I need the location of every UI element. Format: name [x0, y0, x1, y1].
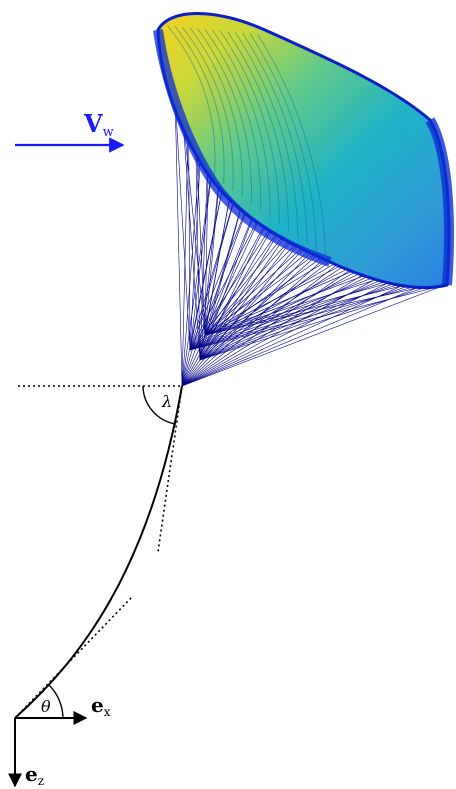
bridle-line: [204, 262, 371, 336]
theta-angle-arc: [47, 683, 64, 719]
bridle-line: [181, 270, 392, 387]
bridle-line: [204, 250, 344, 336]
kite-rib: [242, 32, 308, 245]
bridle-line: [199, 283, 439, 361]
ground-tangent-dotted: [14, 596, 133, 719]
bridle-line: [199, 234, 317, 361]
bridle-line: [189, 281, 432, 351]
kite-rib: [227, 31, 290, 232]
bridle-line: [204, 257, 358, 336]
bridle-line: [189, 284, 446, 351]
kite-canopy: [153, 12, 454, 290]
bridle-line: [189, 246, 338, 351]
kite-rib: [212, 29, 271, 218]
tether-curve: [14, 385, 183, 719]
lambda-angle-arc: [142, 385, 177, 425]
bridle-line: [189, 274, 405, 351]
bridle-line: [181, 274, 405, 387]
wind-label: Vw: [83, 109, 114, 140]
bridle-line: [189, 278, 419, 351]
bridle-line: [204, 267, 385, 336]
kite-rib: [204, 28, 262, 211]
bridle-line: [199, 276, 412, 361]
bridle-line: [189, 253, 351, 351]
theta-label: θ: [41, 697, 51, 716]
bridle-line: [189, 265, 378, 351]
ex-label: ex: [91, 693, 111, 719]
kite-rib: [257, 34, 327, 259]
bridle-line: [189, 270, 392, 351]
kite-rib: [182, 26, 234, 191]
bridle-line: [199, 279, 425, 361]
bridle-line: [181, 265, 378, 387]
kite-rib: [167, 25, 216, 177]
bridle-line: [199, 262, 371, 361]
kite-rib: [174, 26, 225, 184]
bridle-line: [189, 260, 365, 351]
kite-rib: [219, 30, 280, 225]
kite-rib: [189, 27, 243, 198]
bridle-line: [199, 257, 358, 361]
kite-rib: [234, 31, 299, 238]
bridle-line: [199, 272, 398, 361]
bridle-line: [204, 272, 398, 336]
kite-ribs: [167, 25, 327, 259]
bridle-line: [204, 283, 439, 336]
bridle-line: [181, 229, 311, 387]
bridle-line: [199, 250, 344, 361]
kite-rib: [197, 28, 253, 204]
lambda-label: λ: [161, 392, 172, 411]
bridle-line: [181, 126, 203, 387]
bridle-line: [174, 94, 191, 351]
bridle-line: [188, 110, 191, 351]
bridle-line: [199, 242, 331, 361]
bridle-line: [181, 102, 201, 361]
bridle-line: [181, 260, 365, 387]
bridle-line: [181, 284, 446, 387]
kite-rib: [249, 33, 317, 252]
bridle-line: [204, 276, 412, 336]
bridle-line: [174, 94, 183, 387]
bridle-line: [181, 208, 284, 387]
bridle-line: [204, 279, 425, 336]
ez-label: ez: [25, 762, 44, 788]
